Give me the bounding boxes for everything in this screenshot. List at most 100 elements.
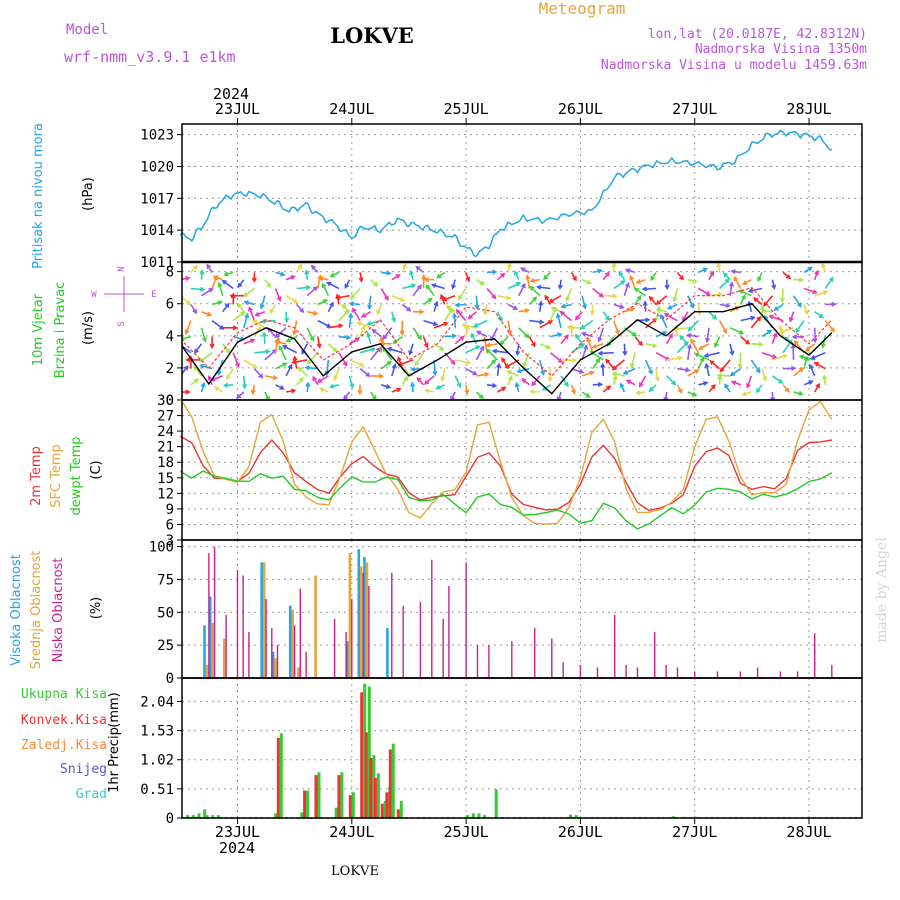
cloud-bar-0 xyxy=(203,625,206,678)
wind-arrowhead xyxy=(683,341,689,347)
wind-arrow xyxy=(560,311,573,322)
wind-arrowhead xyxy=(655,300,661,306)
wind-arrowhead xyxy=(475,345,481,350)
tick-label: 75 xyxy=(157,572,174,588)
wind-arrow xyxy=(243,287,255,297)
cloud-title-block: Visoka Oblacnost Srednja Oblacnost Niska… xyxy=(9,551,66,670)
wind-arrowhead xyxy=(745,339,751,345)
wind-arrowhead xyxy=(279,385,285,390)
wind-arrow xyxy=(251,384,256,394)
cloud-bar-1 xyxy=(274,658,277,678)
station-title: LOKVE xyxy=(330,23,414,48)
precip-bar-0 xyxy=(574,815,578,818)
wind-arrow xyxy=(560,375,569,387)
wind-arrowhead xyxy=(710,384,716,390)
wind-arrow xyxy=(423,297,433,306)
wind-arrow xyxy=(327,343,337,352)
precip-bar-0 xyxy=(274,813,278,818)
wind-arrowhead xyxy=(454,302,460,308)
precip-bar-0 xyxy=(186,815,190,818)
wind-arrow xyxy=(275,362,287,370)
wind-arrowhead xyxy=(808,363,814,369)
cloud-bar-0 xyxy=(271,651,275,678)
wind-arrowhead xyxy=(547,376,553,383)
wind-arrowhead xyxy=(416,376,422,383)
wind-arrow xyxy=(575,334,583,345)
panel-pressure: 1011 1014 1017 1020 1023 xyxy=(140,124,862,271)
precip-bar-0 xyxy=(203,809,207,818)
wind-arrow xyxy=(571,367,584,374)
wind-arrowhead xyxy=(622,350,628,357)
wind-arrowhead xyxy=(292,355,298,361)
precip-bar-0 xyxy=(317,772,321,818)
wind-arrowhead xyxy=(703,352,709,358)
precip-bar-0 xyxy=(191,815,195,818)
wind-arrowhead xyxy=(371,328,377,334)
wind-arrow xyxy=(698,268,707,274)
wind-arrowhead xyxy=(538,300,544,306)
wind-arrowhead xyxy=(367,304,373,311)
precip-bar-0 xyxy=(211,815,215,818)
wind-arrowhead xyxy=(451,284,456,290)
wind-arrow xyxy=(624,307,635,313)
wind-arrow xyxy=(359,348,375,354)
panel-frame xyxy=(181,399,863,541)
wind-arrowhead xyxy=(370,347,377,353)
wind-arrowhead xyxy=(556,396,562,400)
cloud-bar-2 xyxy=(488,645,490,678)
wind-arrow xyxy=(190,304,197,314)
wind-title-1: 10m Vjetar xyxy=(31,293,46,366)
wind-arrow xyxy=(560,334,569,345)
wind-arrowhead xyxy=(545,344,552,350)
wind-arrowhead xyxy=(709,360,715,365)
wind-arrow xyxy=(772,354,787,361)
wind-arrow xyxy=(297,367,308,377)
cloud-bar-2 xyxy=(596,667,599,678)
wind-arrow xyxy=(415,266,424,274)
wind-arrow xyxy=(348,375,354,388)
precip-title: 1hr Precip xyxy=(107,727,122,793)
wind-arrowhead xyxy=(508,375,513,381)
wind-arrowhead xyxy=(742,280,748,285)
tick-label: 9 xyxy=(166,502,174,518)
legend-hail: Grad xyxy=(76,787,107,802)
wind-arrowhead xyxy=(572,357,578,363)
wind-arrowhead xyxy=(472,370,478,376)
precip-bar-0 xyxy=(340,772,344,818)
wind-arrowhead xyxy=(439,345,445,351)
wind-arrow xyxy=(425,389,435,393)
wind-arrowhead xyxy=(660,313,665,320)
wind-arrow xyxy=(391,364,397,377)
wind-arrow xyxy=(742,391,752,396)
wind-arrowhead xyxy=(287,363,293,370)
cloud-bar-1 xyxy=(222,638,226,678)
wind-arrowhead xyxy=(251,277,257,283)
wind-arrow xyxy=(580,319,594,330)
wind-arrowhead xyxy=(359,361,365,367)
wind-arrow xyxy=(285,311,288,322)
wind-arrowhead xyxy=(309,336,315,342)
wind-arrow xyxy=(224,271,234,276)
cloud-bar-2 xyxy=(636,667,639,678)
wind-arrow xyxy=(507,370,520,377)
wind-arrow xyxy=(269,304,277,314)
cloud-bar-1 xyxy=(348,553,352,678)
wind-arrowhead xyxy=(652,343,658,349)
wind-arrowhead xyxy=(285,337,291,343)
model-label: Model xyxy=(66,22,108,38)
wind-arrowhead xyxy=(492,269,498,275)
precip-bar-0 xyxy=(471,813,475,818)
wind-arrow xyxy=(319,277,329,281)
wind-arrowhead xyxy=(703,381,709,386)
wind-arrowhead xyxy=(597,350,603,356)
wind-arrowhead xyxy=(478,394,484,400)
wind-arrow xyxy=(176,346,180,360)
wind-arrow xyxy=(336,294,350,299)
cloud-bar-2 xyxy=(796,671,799,678)
wind-unit: (m/s) xyxy=(81,311,96,345)
wind-arrow xyxy=(612,372,625,377)
wind-arrowhead xyxy=(642,300,648,306)
wind-arrowhead xyxy=(292,330,298,336)
bottom-day-label: 25JUL xyxy=(444,823,489,841)
cloud-bar-2 xyxy=(465,562,467,678)
